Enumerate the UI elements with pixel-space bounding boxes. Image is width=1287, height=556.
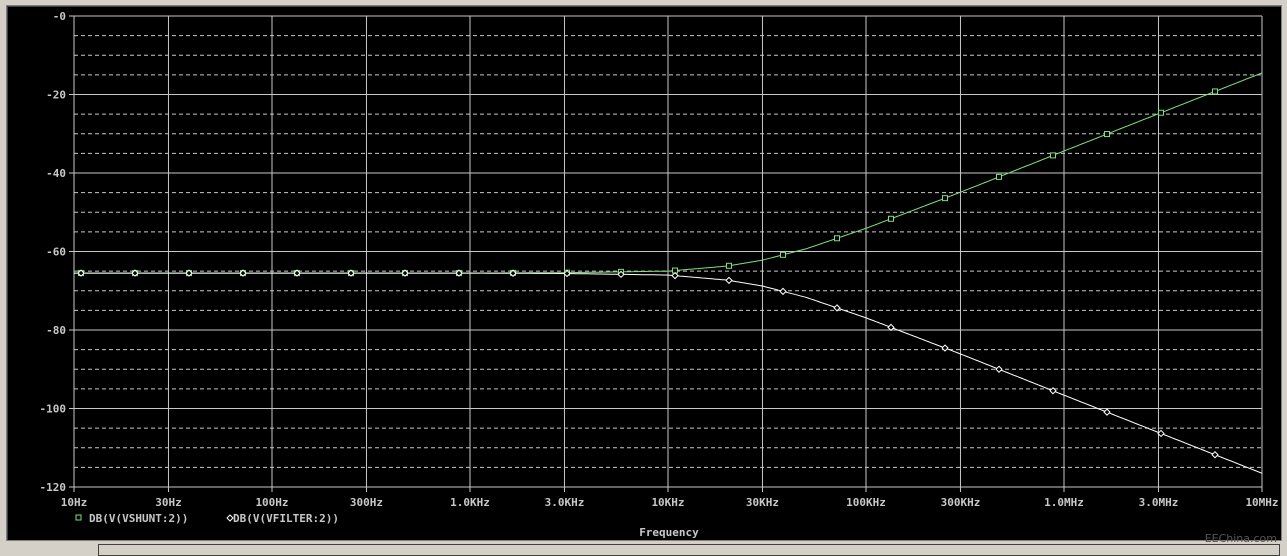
status-bar [98, 544, 1280, 556]
series-marker-square [834, 235, 840, 242]
y-tick-label: -100 [40, 403, 67, 416]
series-marker-diamond [617, 270, 625, 279]
y-tick-label: -80 [46, 324, 66, 337]
series-marker-diamond [509, 269, 517, 277]
y-tick-label: -40 [46, 167, 66, 180]
x-tick-label: 100Hz [255, 496, 288, 509]
series-marker-diamond [401, 269, 409, 277]
x-tick-label: 10Hz [61, 496, 88, 509]
y-tick-label: -120 [40, 481, 67, 494]
x-tick-label: 1.0KHz [450, 496, 490, 509]
series-marker-diamond [131, 269, 139, 277]
legend-marker-vshunt [75, 514, 82, 521]
series-line-1 [74, 272, 1263, 474]
x-tick-label: 30Hz [155, 496, 182, 509]
series-marker-diamond [455, 269, 463, 277]
chart: -0 -20 -40 -60 -80 -100 -120 10Hz 30Hz 100Hz 300Hz… [40, 10, 1279, 539]
series-marker-diamond [77, 269, 85, 277]
series-marker-diamond [563, 269, 571, 278]
legend: DB(V(VSHUNT:2)) DB(V(VFILTER:2)) [75, 512, 339, 525]
series-marker-diamond [1103, 408, 1111, 416]
x-tick-label: 300Hz [350, 496, 383, 509]
y-tick-label: -20 [46, 89, 66, 102]
series-marker-diamond [941, 344, 949, 352]
series-marker-diamond [995, 365, 1003, 373]
series-marker-square [1158, 109, 1164, 116]
series-marker-square [888, 215, 894, 222]
x-tick-label: 10MHz [1245, 496, 1278, 509]
series-marker-diamond [1157, 429, 1165, 438]
y-tick-label: -60 [46, 246, 66, 259]
legend-label-vshunt: DB(V(VSHUNT:2)) [89, 512, 188, 525]
series-marker-square [726, 262, 732, 269]
x-tick-label: 10KHz [651, 496, 684, 509]
series-marker-square [996, 173, 1002, 180]
series-marker-diamond [347, 269, 355, 277]
watermark: EEChina.com [1204, 532, 1277, 545]
y-tick-label: -0 [53, 10, 66, 23]
series-marker-diamond [833, 304, 841, 312]
x-tick-label: 1.0MHz [1044, 496, 1084, 509]
series-marker-diamond [293, 269, 301, 277]
series-marker-diamond [239, 269, 247, 277]
series-marker-square [1212, 88, 1218, 95]
legend-marker-vfilter [226, 514, 234, 522]
series-marker-square [780, 251, 786, 258]
x-axis-label: Frequency [639, 526, 699, 539]
series-marker-diamond [185, 269, 193, 277]
series-marker-square [1050, 152, 1056, 159]
x-tick-label: 30KHz [746, 496, 779, 509]
x-tick-label: 3.0KHz [545, 496, 585, 509]
x-tick-label: 300KHz [941, 496, 981, 509]
series-marker-square [1104, 131, 1110, 138]
series-marker-diamond [671, 271, 679, 280]
plot-window: -0 -20 -40 -60 -80 -100 -120 10Hz 30Hz 100Hz 300Hz… [6, 5, 1282, 541]
series-marker-diamond [887, 323, 895, 332]
legend-label-vfilter: DB(V(VFILTER:2)) [233, 512, 339, 525]
series-marker-square [942, 195, 948, 202]
x-tick-label: 100KHz [846, 496, 886, 509]
series-marker-diamond [725, 276, 733, 285]
series-marker-diamond [779, 287, 787, 296]
series-marker-diamond [1211, 451, 1219, 459]
x-tick-label: 3.0MHz [1139, 496, 1179, 509]
series-marker-diamond [1049, 387, 1057, 395]
